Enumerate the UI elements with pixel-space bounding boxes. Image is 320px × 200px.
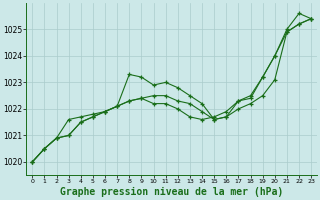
X-axis label: Graphe pression niveau de la mer (hPa): Graphe pression niveau de la mer (hPa) <box>60 187 283 197</box>
